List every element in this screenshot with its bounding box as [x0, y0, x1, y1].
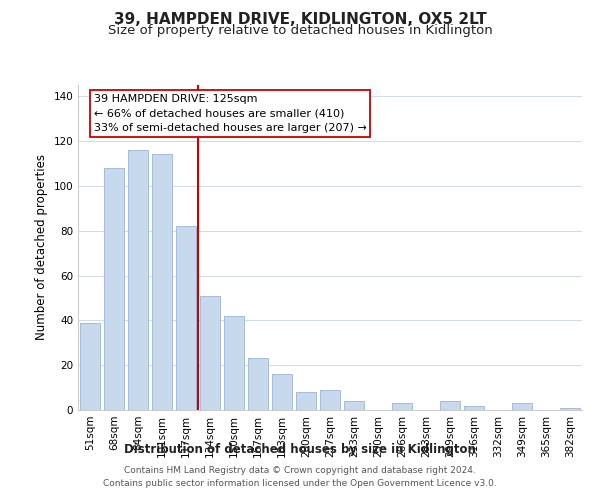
Bar	[176, 226, 196, 410]
Bar	[80, 322, 100, 410]
Bar	[152, 154, 172, 410]
Bar	[296, 392, 316, 410]
Text: 39, HAMPDEN DRIVE, KIDLINGTON, OX5 2LT: 39, HAMPDEN DRIVE, KIDLINGTON, OX5 2LT	[113, 12, 487, 28]
Bar	[200, 296, 220, 410]
Bar	[392, 404, 412, 410]
Bar	[248, 358, 268, 410]
Bar	[560, 408, 580, 410]
Bar	[440, 401, 460, 410]
Text: Contains HM Land Registry data © Crown copyright and database right 2024.
Contai: Contains HM Land Registry data © Crown c…	[103, 466, 497, 487]
Text: 39 HAMPDEN DRIVE: 125sqm
← 66% of detached houses are smaller (410)
33% of semi-: 39 HAMPDEN DRIVE: 125sqm ← 66% of detach…	[94, 94, 367, 133]
Bar	[464, 406, 484, 410]
Bar	[128, 150, 148, 410]
Bar	[344, 401, 364, 410]
Y-axis label: Number of detached properties: Number of detached properties	[35, 154, 48, 340]
Bar	[224, 316, 244, 410]
Text: Distribution of detached houses by size in Kidlington: Distribution of detached houses by size …	[124, 442, 476, 456]
Bar	[272, 374, 292, 410]
Bar	[320, 390, 340, 410]
Bar	[512, 404, 532, 410]
Text: Size of property relative to detached houses in Kidlington: Size of property relative to detached ho…	[107, 24, 493, 37]
Bar	[104, 168, 124, 410]
